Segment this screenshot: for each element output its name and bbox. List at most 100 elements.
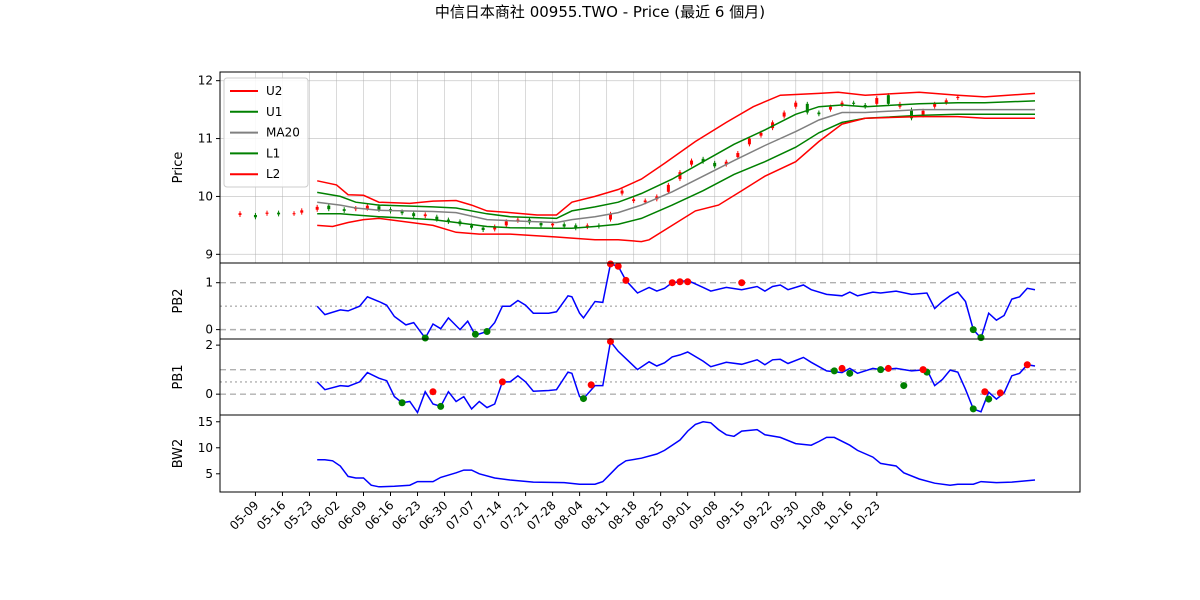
price-panel: 9 10 11 12 Price U2 U1 MA20 L1 L2 (171, 71, 1081, 264)
legend-entry: L2 (266, 167, 280, 181)
signal-marker (919, 366, 927, 374)
candle-body (933, 103, 937, 107)
candle-body (315, 206, 319, 210)
y-axis-label: PB2 (171, 288, 186, 313)
candle-body (292, 213, 296, 215)
signal-marker (622, 276, 630, 284)
x-tick-label: 09-08 (686, 498, 721, 533)
series-line-u1 (317, 100, 1036, 220)
x-tick-label: 06-02 (308, 498, 343, 533)
candle-body (585, 225, 589, 228)
signal-marker (587, 381, 595, 389)
y-tick-label: 12 (198, 74, 213, 88)
x-tick-label: 07-14 (470, 498, 505, 533)
series-line-u2 (317, 91, 1036, 216)
signal-marker (969, 326, 977, 334)
y-tick-label: 0 (205, 387, 213, 401)
signal-marker (498, 378, 506, 386)
candle-body (620, 190, 624, 194)
candle-body (643, 200, 647, 203)
chart-title: 中信日本商社 00955.TWO - Price (最近 6 個月) (435, 3, 765, 21)
candle-body (265, 212, 269, 214)
candle-body (412, 213, 416, 217)
x-tick-label: 08-04 (551, 498, 586, 533)
candle-body (840, 102, 844, 105)
series-line-pb2 (316, 262, 1036, 340)
candle-body (435, 216, 439, 220)
pb2-panel: 0 1 PB2 (171, 260, 1081, 342)
signal-marker (738, 279, 746, 287)
candle-body (794, 102, 798, 107)
candle-body (828, 106, 832, 110)
series-line-ma20 (317, 108, 1035, 224)
signal-marker (969, 405, 977, 413)
signal-marker (668, 279, 676, 287)
x-tick-label: 05-23 (281, 498, 316, 533)
signal-marker (977, 334, 985, 342)
y-axis-label: PB1 (171, 364, 186, 389)
x-tick-label: 08-18 (605, 498, 640, 533)
candle-body (875, 98, 879, 104)
x-tick-label: 09-01 (659, 498, 694, 533)
y-axis-label: BW2 (171, 439, 186, 469)
candle-body (921, 110, 925, 116)
x-tick-label: 10-23 (848, 498, 883, 533)
signal-marker (429, 388, 437, 396)
x-tick-label: 05-09 (227, 498, 262, 533)
x-tick-label: 05-16 (254, 498, 289, 533)
signal-marker (884, 364, 892, 372)
candle-body (782, 112, 786, 117)
candle-body (377, 206, 381, 210)
candle-body (724, 161, 728, 165)
candle-body (504, 221, 508, 226)
x-tick-label: 08-11 (578, 498, 613, 533)
candle-body (238, 213, 242, 215)
signal-marker (846, 369, 854, 377)
signal-marker (877, 366, 885, 374)
y-tick-label: 5 (205, 467, 213, 481)
candle-body (805, 103, 809, 113)
candle-body (863, 104, 867, 107)
legend-box (223, 77, 309, 188)
candle-body (747, 138, 751, 145)
candle-body (944, 100, 948, 103)
legend: U2 U1 MA20 L1 L2 (223, 77, 309, 188)
candle-body (817, 112, 821, 115)
y-axis-label: Price (171, 152, 186, 184)
candle-body (551, 223, 555, 226)
x-axis: 05-0905-1605-2306-0206-0906-1606-2306-30… (227, 492, 883, 533)
axes-frame (219, 262, 1081, 340)
y-tick-label: 9 (205, 247, 213, 261)
candle-body (886, 95, 890, 104)
y-tick-label: 15 (198, 415, 213, 429)
series-line-l2 (317, 115, 1035, 243)
signal-marker (996, 389, 1004, 397)
candle-body (365, 205, 369, 209)
y-tick-label: 0 (205, 323, 213, 337)
candle-body (400, 211, 404, 214)
signal-marker (614, 262, 622, 270)
candle-body (481, 227, 485, 231)
series-line-pb1 (316, 339, 1036, 415)
signal-marker (981, 388, 989, 396)
candle-body (539, 223, 543, 226)
legend-entry: U2 (266, 84, 282, 98)
signal-marker (579, 395, 587, 403)
x-tick-label: 09-15 (713, 498, 748, 533)
x-tick-label: 09-22 (740, 498, 775, 533)
candle-body (956, 96, 960, 99)
signal-marker (606, 260, 614, 268)
candle-body (516, 219, 520, 221)
candle-body (574, 225, 578, 229)
x-tick-label: 06-23 (389, 498, 424, 533)
pb1-panel: 0 2 PB1 (171, 337, 1081, 416)
axes-frame (219, 71, 1081, 264)
legend-entry: U1 (266, 105, 282, 119)
bw2-panel: 5 10 15 BW2 (171, 414, 1081, 493)
y-tick-label: 2 (205, 338, 213, 352)
candle-body (632, 199, 636, 202)
x-tick-label: 06-09 (335, 498, 370, 533)
y-tick-label: 11 (198, 132, 213, 146)
signal-marker (398, 399, 406, 407)
